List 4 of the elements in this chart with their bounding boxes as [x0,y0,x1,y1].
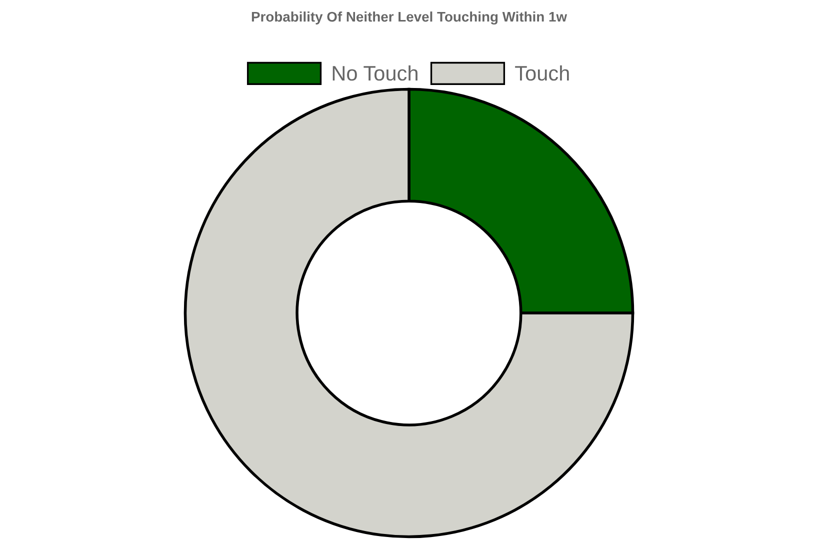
legend-label: No Touch [332,65,418,81]
chart-title: Probability Of Neither Level Touching Within 1w [252,11,568,25]
donut-slice [184,88,634,538]
legend-label: Touch [515,65,569,81]
